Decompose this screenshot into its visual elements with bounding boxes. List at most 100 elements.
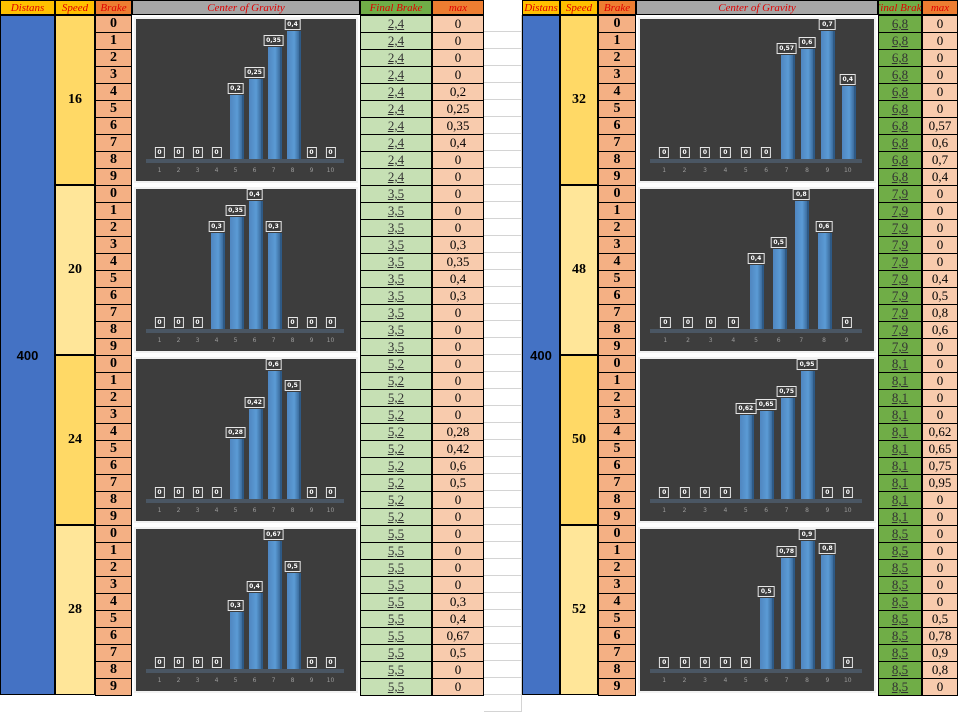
final-brake-cell[interactable]: 8,5 (878, 542, 922, 560)
brake-cell[interactable]: 7 (95, 644, 132, 662)
final-brake-cell[interactable]: 7,9 (878, 236, 922, 254)
gridline-cell[interactable] (484, 32, 522, 49)
cog-chart[interactable]: 0 1 0 2 0 3 0 4 0,62 5 0,65 6 0,75 7 0,95 8 0 9 0 10 (638, 357, 876, 523)
brake-cell[interactable]: 0 (598, 355, 636, 373)
gridline-cell[interactable] (484, 321, 522, 338)
gridline-cell[interactable] (484, 100, 522, 117)
max-cell[interactable]: 0 (432, 525, 484, 543)
brake-cell[interactable]: 1 (95, 32, 132, 50)
cog-chart[interactable]: 0 1 0 2 0 3 0 4 0,3 5 0,4 6 0,67 7 0,5 8 0 9 0 10 (134, 527, 358, 693)
speed-cell[interactable]: 50 (560, 355, 598, 525)
max-cell[interactable]: 0,35 (432, 117, 484, 135)
final-brake-cell[interactable]: 5,5 (360, 525, 432, 543)
brake-cell[interactable]: 6 (598, 627, 636, 645)
final-brake-cell[interactable]: 6,8 (878, 66, 922, 84)
brake-cell[interactable]: 4 (598, 83, 636, 101)
chart-bar[interactable] (286, 31, 299, 159)
final-brake-cell[interactable]: 3,5 (360, 321, 432, 339)
final-brake-cell[interactable]: 6,8 (878, 15, 922, 33)
max-cell[interactable]: 0 (922, 406, 958, 424)
final-brake-cell[interactable]: 2,4 (360, 151, 432, 169)
brake-cell[interactable]: 9 (598, 338, 636, 356)
max-cell[interactable]: 0 (432, 508, 484, 526)
brake-cell[interactable]: 4 (95, 593, 132, 611)
max-cell[interactable]: 0 (922, 491, 958, 509)
gridline-cell[interactable] (484, 219, 522, 236)
max-cell[interactable]: 0,5 (922, 287, 958, 305)
gridline-cell[interactable] (484, 83, 522, 100)
chart-bar[interactable] (229, 439, 242, 499)
max-cell[interactable]: 0,8 (922, 661, 958, 679)
chart-bar[interactable] (267, 47, 280, 159)
max-cell[interactable]: 0 (922, 508, 958, 526)
final-brake-cell[interactable]: 8,5 (878, 627, 922, 645)
final-brake-cell[interactable]: 8,5 (878, 559, 922, 577)
brake-cell[interactable]: 5 (598, 440, 636, 458)
brake-cell[interactable]: 5 (598, 270, 636, 288)
max-cell[interactable]: 0,6 (432, 457, 484, 475)
gridline-cell[interactable] (484, 661, 522, 678)
max-cell[interactable]: 0 (922, 185, 958, 203)
final-brake-cell[interactable]: 2,4 (360, 83, 432, 101)
final-brake-cell[interactable]: 7,9 (878, 185, 922, 203)
final-brake-cell[interactable]: 5,2 (360, 423, 432, 441)
max-cell[interactable]: 0 (432, 219, 484, 237)
chart-bar[interactable] (267, 371, 280, 499)
max-cell[interactable]: 0 (922, 219, 958, 237)
final-brake-cell[interactable]: 8,5 (878, 593, 922, 611)
max-cell[interactable]: 0 (432, 389, 484, 407)
brake-cell[interactable]: 7 (95, 134, 132, 152)
final-brake-cell[interactable]: 7,9 (878, 287, 922, 305)
brake-cell[interactable]: 3 (598, 576, 636, 594)
brake-cell[interactable]: 1 (598, 202, 636, 220)
max-cell[interactable]: 0 (432, 661, 484, 679)
max-cell[interactable]: 0 (432, 491, 484, 509)
max-cell[interactable]: 0,5 (432, 644, 484, 662)
final-brake-cell[interactable]: 8,1 (878, 389, 922, 407)
final-brake-cell[interactable]: 5,5 (360, 644, 432, 662)
final-brake-cell[interactable]: 7,9 (878, 338, 922, 356)
max-cell[interactable]: 0 (432, 406, 484, 424)
final-brake-cell[interactable]: 2,4 (360, 49, 432, 67)
gridline-cell[interactable] (484, 627, 522, 644)
chart-bar[interactable] (821, 555, 834, 669)
brake-cell[interactable]: 2 (598, 49, 636, 67)
max-cell[interactable]: 0,4 (922, 168, 958, 186)
max-cell[interactable]: 0,4 (432, 134, 484, 152)
final-brake-cell[interactable]: 6,8 (878, 117, 922, 135)
final-brake-cell[interactable]: 2,4 (360, 100, 432, 118)
brake-cell[interactable]: 6 (95, 287, 132, 305)
gridline-cell[interactable] (484, 457, 522, 474)
gridline-cell[interactable] (484, 287, 522, 304)
max-cell[interactable]: 0 (432, 338, 484, 356)
brake-cell[interactable]: 4 (95, 253, 132, 271)
brake-cell[interactable]: 6 (95, 627, 132, 645)
chart-bar[interactable] (772, 249, 785, 329)
final-brake-cell[interactable]: 5,2 (360, 389, 432, 407)
brake-cell[interactable]: 6 (95, 457, 132, 475)
brake-cell[interactable]: 5 (95, 610, 132, 628)
final-brake-cell[interactable]: 6,8 (878, 83, 922, 101)
final-brake-cell[interactable]: 3,5 (360, 236, 432, 254)
final-brake-cell[interactable]: 8,1 (878, 423, 922, 441)
max-cell[interactable]: 0 (922, 236, 958, 254)
max-cell[interactable]: 0 (922, 355, 958, 373)
brake-cell[interactable]: 3 (95, 66, 132, 84)
final-brake-cell[interactable]: 2,4 (360, 117, 432, 135)
chart-bar[interactable] (248, 592, 261, 669)
brake-cell[interactable]: 8 (598, 321, 636, 339)
brake-cell[interactable]: 1 (95, 372, 132, 390)
chart-bar[interactable] (210, 233, 223, 329)
max-cell[interactable]: 0 (432, 151, 484, 169)
header-speed[interactable]: Speed (55, 0, 95, 15)
header-cog[interactable]: Center of Gravity (636, 0, 878, 15)
gridline-cell[interactable] (484, 355, 522, 372)
final-brake-cell[interactable]: 5,5 (360, 661, 432, 679)
gridline-cell[interactable] (484, 270, 522, 287)
max-cell[interactable]: 0 (922, 15, 958, 33)
brake-cell[interactable]: 6 (598, 287, 636, 305)
max-cell[interactable]: 0,8 (922, 304, 958, 322)
brake-cell[interactable]: 0 (95, 185, 132, 203)
max-cell[interactable]: 0 (922, 66, 958, 84)
gridline-cell[interactable] (484, 559, 522, 576)
